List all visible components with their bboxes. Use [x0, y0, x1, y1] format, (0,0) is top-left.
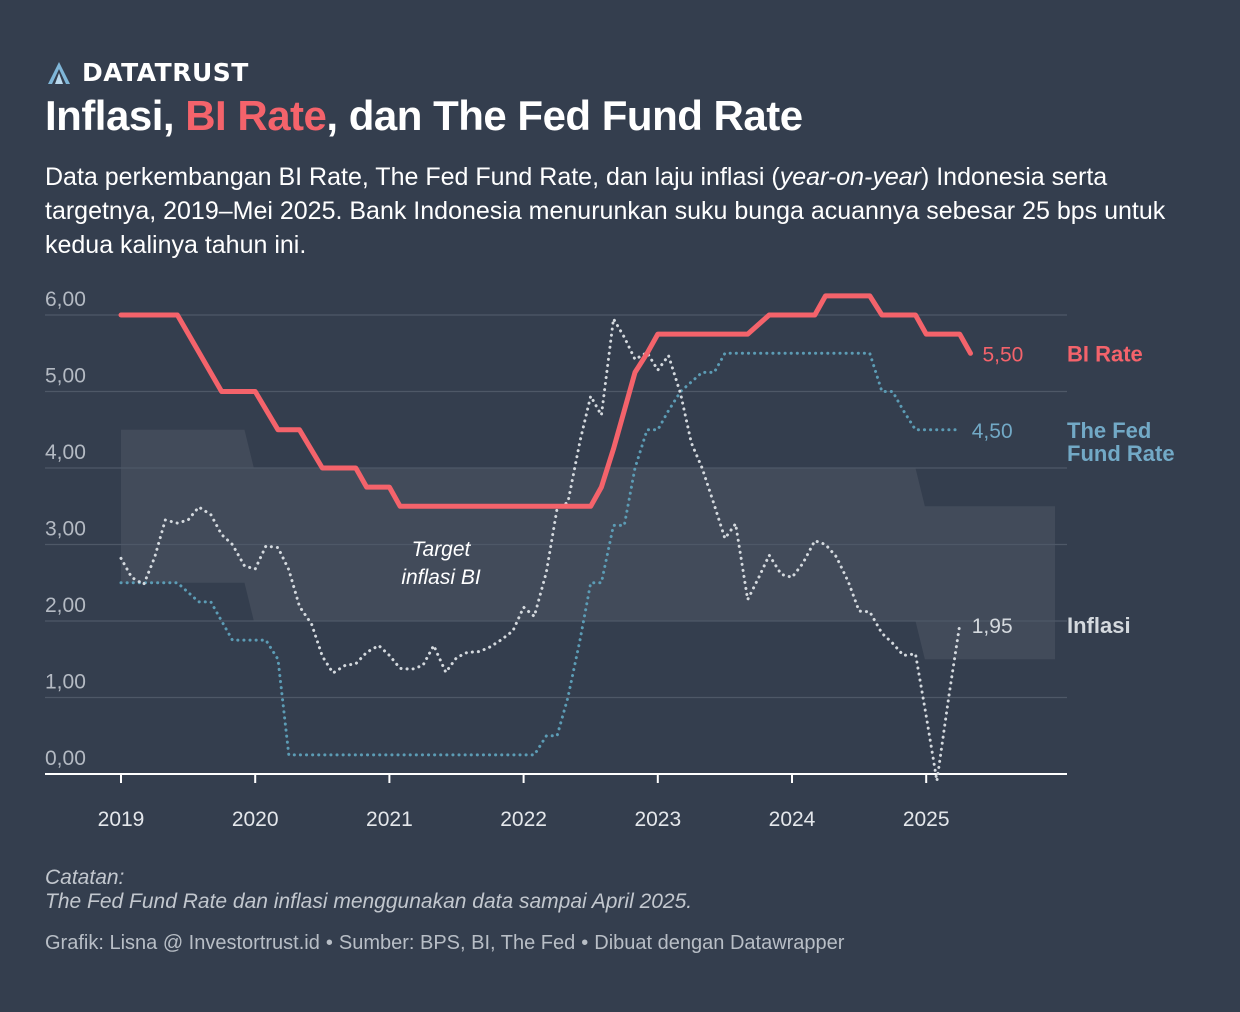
- y-tick-label: 3,00: [45, 518, 86, 541]
- x-tick-label: 2020: [232, 808, 279, 831]
- description-italic: year-on-year: [779, 163, 921, 191]
- credits: Grafik: Lisna @ Investortrust.id • Sumber:…: [45, 932, 844, 955]
- notes-heading: Catatan:: [45, 866, 125, 889]
- credit-separator: •: [581, 932, 589, 954]
- legend-label: Fund Rate: [1067, 441, 1175, 466]
- chart-description: Data perkembangan BI Rate, The Fed Fund …: [45, 160, 1195, 262]
- brand-name: DATATRUST: [82, 58, 249, 87]
- credit-separator: •: [325, 932, 333, 954]
- end-label-bi-rate: 5,50: [982, 343, 1023, 366]
- series-line-the-fed-fund-rate: [119, 351, 962, 757]
- title-highlight: BI Rate: [185, 92, 327, 139]
- page-title: Inflasi, BI Rate, dan The Fed Fund Rate: [45, 92, 803, 140]
- target-band-label: Target inflasi BI: [401, 538, 481, 589]
- target-band-label-line-2: inflasi BI: [401, 566, 481, 589]
- y-tick-label: 4,00: [45, 441, 86, 464]
- credit-author: Grafik: Lisna @ Investortrust.id: [45, 932, 320, 954]
- title-pre: Inflasi,: [45, 92, 186, 139]
- y-tick-label: 5,00: [45, 365, 86, 388]
- y-tick-label: 0,00: [45, 747, 86, 770]
- end-labels: 4,50 1,95 5,50: [972, 343, 1024, 638]
- series-line-inflasi: [119, 317, 962, 783]
- notes: Catatan: The Fed Fund Rate dan inflasi m…: [45, 866, 692, 914]
- legend-label: BI Rate: [1067, 341, 1143, 366]
- end-label-inflasi: 1,95: [972, 615, 1013, 638]
- series-lines: [118, 293, 973, 783]
- y-tick-label: 1,00: [45, 671, 86, 694]
- end-label-the-fed-fund-rate: 4,50: [972, 420, 1013, 443]
- legend-label: The Fed: [1067, 418, 1151, 443]
- x-tick-label: 2025: [903, 808, 950, 831]
- description-part-2: ) Indonesia serta targetnya, 2019–Mei 20…: [45, 163, 1166, 259]
- series-line-bi-rate: [118, 293, 973, 509]
- description-part-1: Data perkembangan BI Rate, The Fed Fund …: [45, 163, 780, 191]
- legend-label: Inflasi: [1067, 613, 1131, 638]
- credit-source: Sumber: BPS, BI, The Fed: [338, 932, 576, 954]
- x-tick-label: 2022: [500, 808, 547, 831]
- gridlines: [45, 314, 1067, 699]
- datatrust-logo-icon: [48, 61, 70, 84]
- title-post: , dan The Fed Fund Rate: [326, 92, 803, 139]
- target-band-label-line-1: Target: [412, 538, 472, 561]
- brand: DATATRUST: [46, 58, 249, 87]
- x-axis: 2019 2020 2021 2022 2023 2024 2025: [45, 773, 1067, 831]
- y-tick-label: 2,00: [45, 594, 86, 617]
- x-tick-label: 2023: [634, 808, 681, 831]
- y-axis-ticks: 0,00 1,00 2,00 3,00 4,00 5,00 6,00: [45, 288, 86, 770]
- x-tick-label: 2021: [366, 808, 413, 831]
- credit-tool: Dibuat dengan Datawrapper: [594, 932, 845, 954]
- y-tick-label: 6,00: [45, 288, 86, 311]
- notes-text: The Fed Fund Rate dan inflasi menggunaka…: [45, 890, 693, 913]
- x-tick-label: 2024: [769, 808, 816, 831]
- x-tick-label: 2019: [98, 808, 145, 831]
